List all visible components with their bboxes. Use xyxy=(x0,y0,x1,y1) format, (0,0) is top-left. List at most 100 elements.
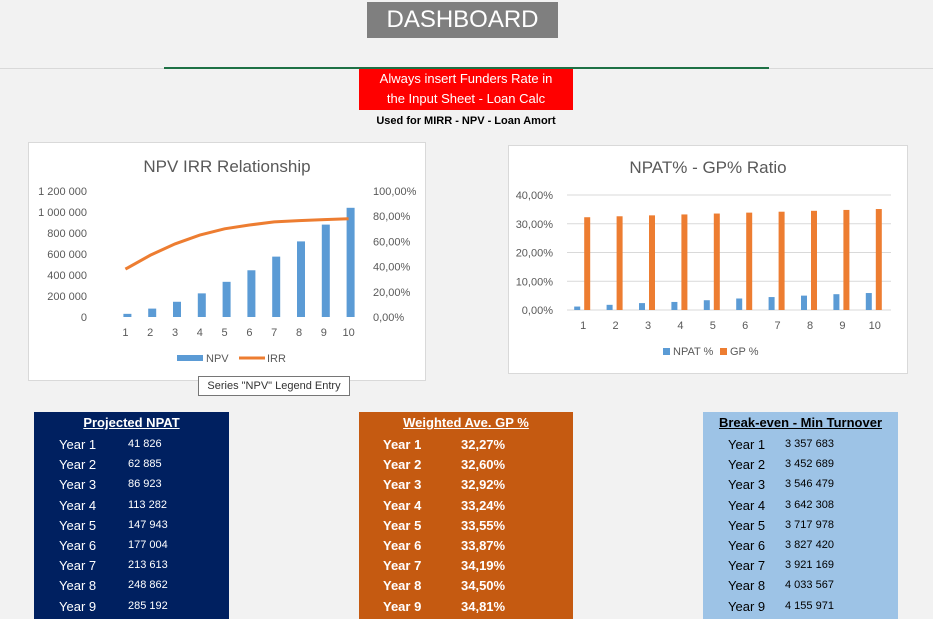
legend-npat-swatch[interactable] xyxy=(663,348,670,355)
panel-row[interactable]: Year 3 86 923 xyxy=(34,475,229,495)
y-tick: 20,00% xyxy=(516,248,554,260)
npat-bar[interactable] xyxy=(865,293,872,310)
npat-bar[interactable] xyxy=(768,297,775,310)
npv-bar[interactable] xyxy=(197,293,206,317)
npv-bar[interactable] xyxy=(123,313,132,317)
x-tick: 6 xyxy=(246,327,252,339)
npat-bar[interactable] xyxy=(833,294,840,310)
panel-row[interactable]: Year 3 3 546 479 xyxy=(703,475,898,495)
y-tick: 0,00% xyxy=(522,305,553,317)
row-year-label: Year 5 xyxy=(728,517,766,533)
gp-bar[interactable] xyxy=(681,214,688,310)
gp-bar[interactable] xyxy=(843,209,850,310)
npat-bar[interactable] xyxy=(703,300,710,310)
irr-series-line[interactable] xyxy=(124,217,349,271)
legend-irr-label[interactable]: IRR xyxy=(267,353,286,365)
npat-gp-ratio-chart[interactable]: NPAT% - GP% Ratio 0,00% 10,00% 20,00% 30,00… xyxy=(508,145,908,374)
panel-row[interactable]: Year 5 3 717 978 xyxy=(703,516,898,536)
panel-row[interactable]: Year 5 147 943 xyxy=(34,516,229,536)
x-tick: 5 xyxy=(222,327,228,339)
panel-row[interactable]: Year 7 34,19% xyxy=(359,556,573,576)
npat-bar[interactable] xyxy=(736,298,743,311)
panel-row[interactable]: Year 1 32,27% xyxy=(359,435,573,455)
x-tick: 10 xyxy=(869,320,881,332)
panel-row[interactable]: Year 3 32,92% xyxy=(359,475,573,495)
row-value: 34,81% xyxy=(461,598,506,614)
npat-bar[interactable] xyxy=(671,301,678,310)
legend-gp-label[interactable]: GP % xyxy=(730,346,759,358)
gp-bar[interactable] xyxy=(875,209,882,310)
npat-bar[interactable] xyxy=(639,303,645,310)
gp-bar[interactable] xyxy=(811,210,817,310)
dashboard-title[interactable]: DASHBOARD xyxy=(367,2,558,38)
row-year-label: Year 7 xyxy=(383,558,422,574)
x-tick: 4 xyxy=(677,320,683,332)
row-year-label: Year 6 xyxy=(728,537,766,553)
panel-row[interactable]: Year 8 4 033 567 xyxy=(703,576,898,596)
row-value: 33,55% xyxy=(461,517,506,533)
legend-gp-swatch[interactable] xyxy=(720,348,727,355)
row-year-label: Year 1 xyxy=(59,437,97,452)
panel-row[interactable]: Year 9 4 155 971 xyxy=(703,597,898,617)
npv-bar[interactable] xyxy=(222,281,231,317)
gp-bar[interactable] xyxy=(584,217,591,310)
row-value: 86 923 xyxy=(128,478,162,491)
panel-row[interactable]: Year 1 41 826 xyxy=(34,435,229,455)
row-year-label: Year 3 xyxy=(728,477,766,493)
panel-row[interactable]: Year 4 113 282 xyxy=(34,496,229,516)
panel-row[interactable]: Year 9 34,81% xyxy=(359,597,573,617)
weighted-gp-panel[interactable]: Weighted Ave. GP % Year 1 32,27% Year 2 32,… xyxy=(359,412,573,619)
panel-row[interactable]: Year 7 213 613 xyxy=(34,556,229,576)
gp-bar[interactable] xyxy=(778,211,785,310)
npat-bar[interactable] xyxy=(606,304,613,310)
y-right-tick: 20,00% xyxy=(373,287,411,299)
funders-rate-notice[interactable]: Always insert Funders Rate in the Input … xyxy=(359,69,573,110)
panel-row[interactable]: Year 8 34,50% xyxy=(359,576,573,596)
row-value: 177 004 xyxy=(128,538,168,551)
legend-npv-label[interactable]: NPV xyxy=(206,353,229,365)
x-tick: 2 xyxy=(147,327,153,339)
x-tick: 7 xyxy=(775,320,781,332)
npv-bar[interactable] xyxy=(272,256,281,317)
panel-row[interactable]: Year 8 248 862 xyxy=(34,576,229,596)
legend-npv-swatch[interactable] xyxy=(177,355,203,361)
break-even-panel[interactable]: Break-even - Min Turnover Year 1 3 357 68… xyxy=(703,412,898,619)
panel-row[interactable]: Year 9 285 192 xyxy=(34,597,229,617)
panel-row[interactable]: Year 2 62 885 xyxy=(34,455,229,475)
row-year-label: Year 9 xyxy=(59,598,97,614)
gp-bar[interactable] xyxy=(746,212,753,310)
npv-bar[interactable] xyxy=(148,308,157,317)
gp-bar[interactable] xyxy=(649,215,655,310)
panel-row[interactable]: Year 7 3 921 169 xyxy=(703,556,898,576)
panel-row[interactable]: Year 4 3 642 308 xyxy=(703,496,898,516)
row-value: 32,60% xyxy=(461,457,506,473)
panel-row[interactable]: Year 5 33,55% xyxy=(359,516,573,536)
npat-bar[interactable] xyxy=(574,306,581,310)
row-value: 113 282 xyxy=(128,498,167,511)
npv-bar[interactable] xyxy=(173,301,181,317)
gp-bar[interactable] xyxy=(713,213,720,310)
panel-row[interactable]: Year 2 32,60% xyxy=(359,455,573,475)
panel-row[interactable]: Year 4 33,24% xyxy=(359,496,573,516)
row-value: 3 452 689 xyxy=(785,458,834,471)
npv-bar[interactable] xyxy=(321,224,330,317)
panel-row[interactable]: Year 6 3 827 420 xyxy=(703,536,898,556)
row-year-label: Year 4 xyxy=(59,497,97,513)
projected-npat-panel[interactable]: Projected NPAT Year 1 41 826 Year 2 62 885 Y… xyxy=(34,412,229,619)
npv-bar[interactable] xyxy=(297,241,305,317)
y-left-tick: 400 000 xyxy=(47,270,87,282)
panel-row[interactable]: Year 2 3 452 689 xyxy=(703,455,898,475)
y-left-tick: 1 000 000 xyxy=(38,207,87,219)
row-year-label: Year 2 xyxy=(59,457,97,473)
npv-irr-chart[interactable]: NPV IRR Relationship 0 200 000 400 000 600 … xyxy=(28,142,426,381)
panel-row[interactable]: Year 6 177 004 xyxy=(34,536,229,556)
legend-npat-label[interactable]: NPAT % xyxy=(673,346,714,358)
gp-bar[interactable] xyxy=(616,216,623,310)
npv-bar[interactable] xyxy=(346,207,355,317)
panel-row[interactable]: Year 6 33,87% xyxy=(359,536,573,556)
npat-bar[interactable] xyxy=(801,295,807,310)
npv-bar[interactable] xyxy=(247,270,256,317)
panel-title: Break-even - Min Turnover xyxy=(718,415,883,430)
panel-row[interactable]: Year 1 3 357 683 xyxy=(703,435,898,455)
row-year-label: Year 6 xyxy=(59,537,97,553)
